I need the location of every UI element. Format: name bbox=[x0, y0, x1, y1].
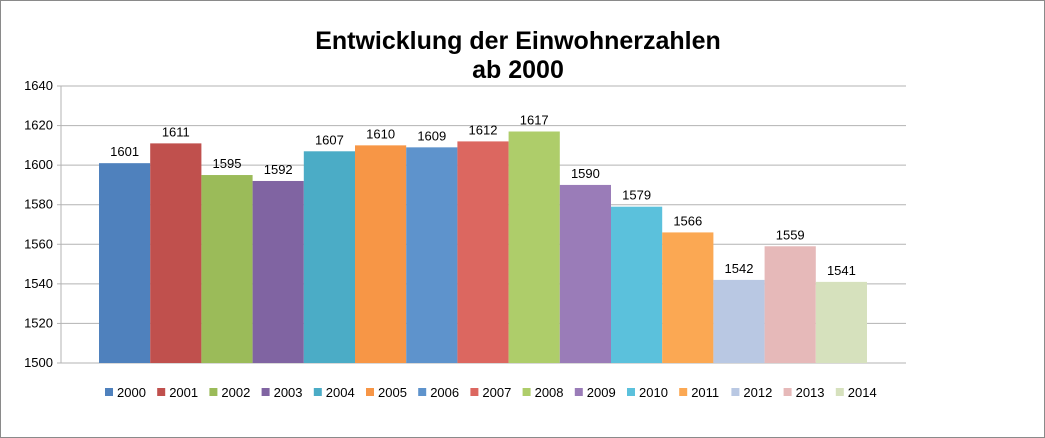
legend-swatch-2001 bbox=[157, 388, 166, 396]
legend-swatch-2004 bbox=[313, 388, 322, 396]
bar-2007 bbox=[457, 141, 509, 363]
legend-label-2005: 2005 bbox=[378, 385, 407, 400]
y-tick-label: 1620 bbox=[24, 118, 53, 133]
bar-2005 bbox=[355, 145, 407, 363]
bar-2011 bbox=[662, 232, 714, 363]
y-tick-label: 1520 bbox=[24, 315, 53, 330]
y-tick-label: 1580 bbox=[24, 197, 53, 212]
legend-swatch-2005 bbox=[366, 388, 374, 396]
legend: 2000 2001 2002 2003 2004 2005 2006 2007 2008 2009… bbox=[105, 385, 877, 400]
bar-2012 bbox=[713, 279, 765, 363]
y-axis-ticks: 1500 1520 1540 1560 1580 1600 1620 1640 bbox=[24, 78, 53, 370]
y-tick-label: 1640 bbox=[24, 78, 53, 93]
legend-label-2014: 2014 bbox=[848, 385, 877, 400]
legend-label-2009: 2009 bbox=[587, 385, 616, 400]
legend-swatch-2011 bbox=[679, 388, 688, 396]
y-tick-label: 1540 bbox=[24, 276, 53, 291]
bar-2001 bbox=[150, 143, 202, 363]
bar-2004 bbox=[303, 151, 355, 363]
legend-swatch-2008 bbox=[522, 388, 531, 396]
bar-2013 bbox=[764, 246, 816, 363]
legend-label-2001: 2001 bbox=[169, 385, 198, 400]
chart-title-line-2: ab 2000 bbox=[472, 56, 564, 84]
legend-label-2013: 2013 bbox=[796, 385, 825, 400]
data-label-2002: 1595 bbox=[213, 156, 242, 171]
data-labels: 1601 1611 1595 1592 1607 1610 1609 1612 1617 1590… bbox=[110, 113, 856, 278]
data-label-2004: 1607 bbox=[315, 132, 344, 147]
data-label-2010: 1579 bbox=[622, 188, 651, 203]
data-label-2014: 1541 bbox=[827, 263, 856, 278]
bar-2009 bbox=[559, 184, 611, 363]
legend-swatch-2003 bbox=[261, 388, 270, 396]
data-label-2008: 1617 bbox=[520, 113, 549, 128]
legend-label-2004: 2004 bbox=[326, 385, 355, 400]
legend-swatch-2014 bbox=[835, 388, 844, 396]
legend-swatch-2000 bbox=[105, 388, 113, 396]
legend-label-2002: 2002 bbox=[221, 385, 250, 400]
chart-title-line-1: Entwicklung der Einwohnerzahlen bbox=[315, 27, 721, 55]
bar-2006 bbox=[406, 147, 458, 363]
legend-swatch-2013 bbox=[783, 388, 792, 396]
bar-2010 bbox=[611, 206, 663, 363]
legend-label-2008: 2008 bbox=[535, 385, 564, 400]
legend-label-2006: 2006 bbox=[430, 385, 459, 400]
data-label-2003: 1592 bbox=[264, 162, 293, 177]
data-label-2000: 1601 bbox=[110, 144, 139, 159]
legend-label-2000: 2000 bbox=[117, 385, 146, 400]
data-label-2009: 1590 bbox=[571, 166, 600, 181]
legend-swatch-2006 bbox=[418, 388, 427, 396]
legend-swatch-2007 bbox=[470, 388, 479, 396]
y-tick-label: 1500 bbox=[24, 355, 53, 370]
bar-2003 bbox=[252, 180, 304, 363]
legend-label-2011: 2011 bbox=[691, 385, 719, 400]
legend-swatch-2012 bbox=[731, 388, 740, 396]
legend-label-2012: 2012 bbox=[743, 385, 772, 400]
data-label-2013: 1559 bbox=[776, 227, 805, 242]
legend-swatch-2009 bbox=[574, 388, 583, 396]
data-label-2011: 1566 bbox=[673, 213, 702, 228]
data-label-2007: 1612 bbox=[469, 122, 498, 137]
bars bbox=[99, 131, 867, 363]
y-tick-label: 1560 bbox=[24, 236, 53, 251]
legend-label-2003: 2003 bbox=[274, 385, 303, 400]
legend-swatch-2002 bbox=[209, 388, 218, 396]
bar-2008 bbox=[508, 131, 560, 363]
bar-2002 bbox=[201, 175, 253, 363]
legend-label-2010: 2010 bbox=[639, 385, 668, 400]
legend-swatch-2010 bbox=[627, 388, 635, 396]
data-label-2001: 1611 bbox=[162, 124, 190, 139]
data-label-2005: 1610 bbox=[366, 126, 395, 141]
data-label-2006: 1609 bbox=[417, 128, 446, 143]
bar-2000 bbox=[99, 163, 151, 363]
y-tick-label: 1600 bbox=[24, 157, 53, 172]
bar-2014 bbox=[815, 281, 867, 363]
legend-label-2007: 2007 bbox=[482, 385, 511, 400]
chart-title: Entwicklung der Einwohnerzahlen ab 2000 bbox=[315, 27, 721, 84]
data-label-2012: 1542 bbox=[725, 261, 754, 276]
